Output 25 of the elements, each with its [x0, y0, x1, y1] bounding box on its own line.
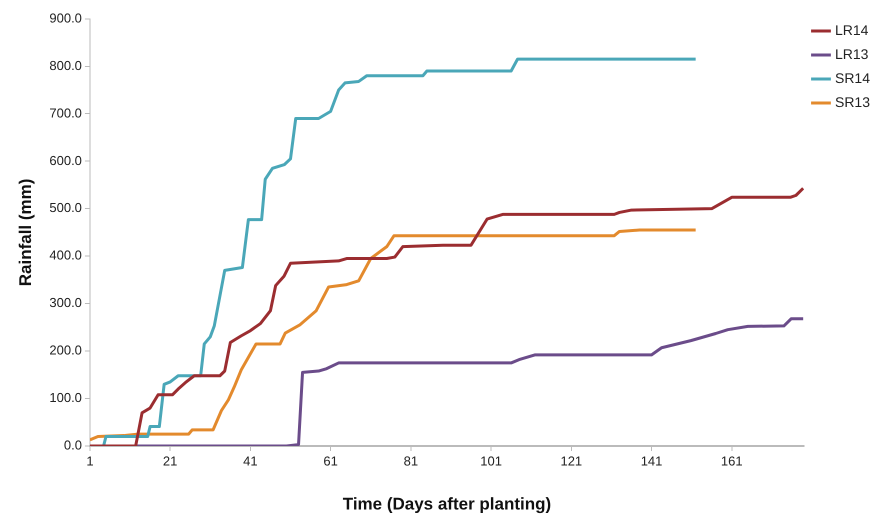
y-axis-title: Rainfall (mm) — [16, 178, 35, 286]
legend-label: SR13 — [834, 94, 870, 110]
x-tick-label: 161 — [720, 453, 743, 468]
x-tick-label: 61 — [323, 453, 338, 468]
y-tick-label: 300.0 — [49, 295, 82, 310]
x-tick-label: 1 — [86, 453, 94, 468]
x-tick-label: 81 — [404, 453, 418, 468]
y-tick-label: 0.0 — [64, 438, 82, 453]
x-tick-label: 21 — [162, 453, 178, 468]
y-tick-label: 200.0 — [49, 342, 82, 358]
legend-label: LR14 — [834, 22, 869, 38]
x-tick-label: 141 — [640, 453, 662, 468]
y-tick-label: 100.0 — [49, 390, 82, 406]
y-tick-label: 500.0 — [49, 200, 82, 216]
legend-label: LR13 — [834, 46, 869, 62]
x-tick-label: 101 — [480, 453, 502, 468]
y-tick-label: 700.0 — [49, 105, 82, 120]
y-tick-label: 600.0 — [49, 152, 82, 168]
x-tick-label: 121 — [560, 453, 582, 468]
legend-label: SR14 — [834, 70, 870, 86]
y-tick-label: 800.0 — [49, 58, 82, 73]
y-tick-label: 400.0 — [49, 248, 82, 263]
x-tick-label: 41 — [243, 453, 258, 468]
y-tick-label: 900.0 — [49, 10, 82, 26]
x-axis-title: Time (Days after planting) — [342, 494, 552, 514]
